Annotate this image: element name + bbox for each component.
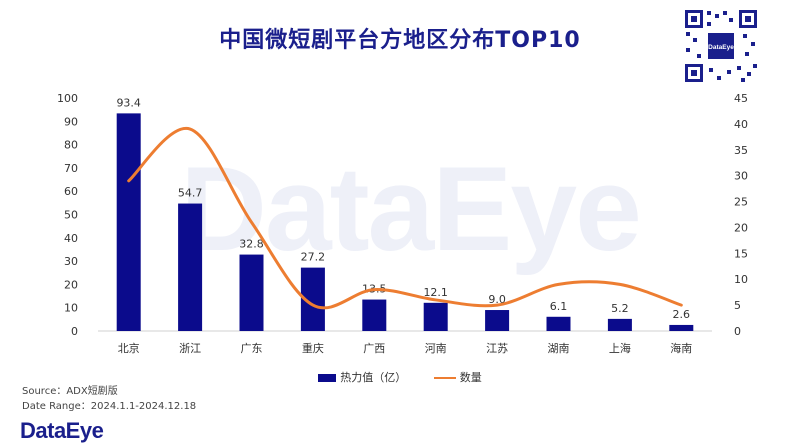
y-right-tick-label: 20 (734, 221, 748, 234)
bar-value-label: 27.2 (301, 251, 326, 264)
y-right-tick-label: 30 (734, 170, 748, 183)
chart-title: 中国微短剧平台方地区分布TOP10 (219, 28, 581, 53)
source-note: Source：ADX短剧版 Date Range：2024.1.1-2024.1… (22, 384, 196, 414)
bar (423, 302, 448, 331)
x-tick-label: 上海 (609, 341, 631, 355)
bar (362, 299, 387, 331)
x-tick-label: 河南 (425, 342, 447, 355)
bar-value-label: 9.0 (488, 293, 506, 306)
legend-swatch-line (433, 377, 456, 379)
x-tick-label: 重庆 (302, 341, 324, 355)
x-tick-label: 北京 (118, 341, 140, 355)
y-left-tick-label: 10 (64, 302, 78, 315)
bar-value-label: 6.1 (550, 300, 568, 313)
x-tick-label: 江苏 (486, 342, 508, 355)
y-right-tick-label: 40 (734, 118, 748, 131)
x-tick-label: 浙江 (179, 342, 201, 355)
qr-code-icon: DataEye (683, 8, 759, 84)
legend-label-line: 数量 (459, 371, 482, 384)
y-right-tick-label: 25 (734, 196, 748, 209)
bar-value-label: 54.7 (178, 187, 203, 200)
y-left-tick-label: 90 (64, 115, 78, 128)
qr-logo-text: DataEye (708, 44, 734, 51)
source-line: Source：ADX短剧版 (22, 386, 118, 397)
legend-item-line: 数量 (433, 369, 482, 385)
legend-label-bar: 热力值（亿） (340, 371, 407, 384)
y-left-tick-label: 0 (71, 325, 78, 338)
bar (607, 318, 632, 331)
date-range-line: Date Range：2024.1.1-2024.12.18 (22, 401, 197, 412)
series-line-数量 (127, 127, 683, 310)
y-right-tick-label: 5 (734, 299, 741, 312)
y-left-tick-label: 70 (64, 162, 78, 175)
bar-value-label: 12.1 (423, 286, 448, 299)
bar-value-label: 5.2 (611, 302, 629, 315)
y-right-tick-label: 35 (734, 144, 748, 157)
y-right-tick-label: 0 (734, 325, 741, 338)
y-right-tick-label: 15 (734, 247, 748, 260)
bar (546, 316, 571, 331)
y-right-tick-label: 45 (734, 92, 748, 105)
bar (116, 113, 141, 332)
bar (178, 203, 203, 331)
y-left-tick-label: 80 (64, 139, 78, 152)
y-left-tick-label: 30 (64, 255, 78, 268)
bar (485, 310, 510, 331)
bar-value-label: 93.4 (116, 96, 141, 109)
bar (669, 324, 694, 331)
x-tick-label: 湖南 (548, 342, 570, 355)
x-tick-label: 广西 (363, 342, 385, 355)
y-left-tick-label: 50 (64, 209, 78, 222)
legend-item-bar: 热力值（亿） (318, 369, 406, 385)
y-left-tick-label: 60 (64, 185, 78, 198)
watermark: DataEye (180, 142, 642, 276)
y-left-tick-label: 40 (64, 232, 78, 245)
x-tick-label: 广东 (241, 342, 263, 355)
bar (239, 254, 264, 331)
y-left-tick-label: 20 (64, 278, 78, 291)
y-left-tick-label: 100 (57, 92, 78, 105)
bar-value-label: 32.8 (239, 238, 264, 251)
x-tick-label: 海南 (670, 341, 692, 355)
legend-swatch-bar (318, 374, 337, 382)
brand-logo: DataEye (20, 418, 104, 443)
legend: 热力值（亿） 数量 (0, 369, 800, 385)
bar-value-label: 2.6 (673, 308, 691, 321)
y-right-tick-label: 10 (734, 273, 748, 286)
